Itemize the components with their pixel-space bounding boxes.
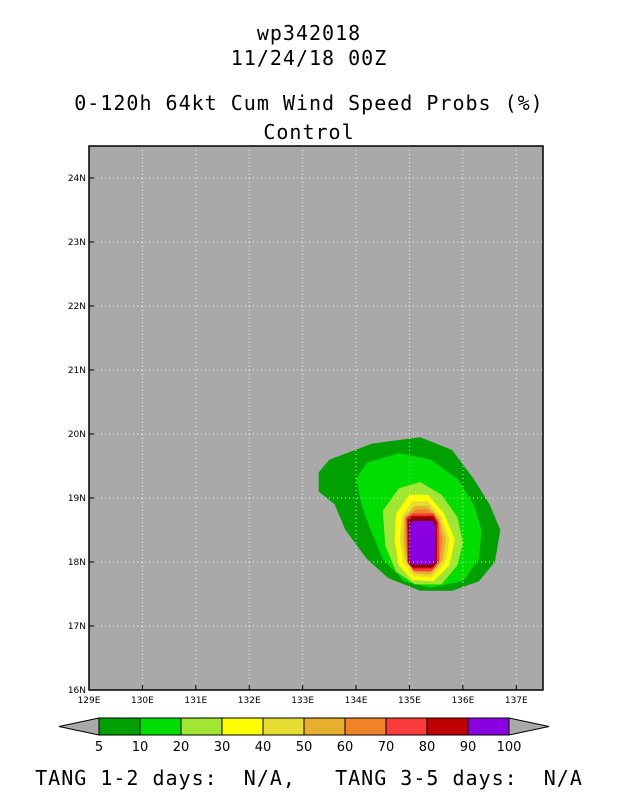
tang-3-5-value: N/A — [543, 766, 583, 790]
colorbar-label: 70 — [378, 740, 395, 755]
lon-tick-label: 131E — [184, 696, 207, 706]
map-background — [89, 146, 543, 690]
lon-tick-label: 132E — [238, 696, 261, 706]
lon-tick-label: 129E — [78, 696, 101, 706]
lat-tick-label: 19N — [68, 494, 86, 504]
colorbar-label: 5 — [95, 740, 103, 755]
lon-tick-label: 136E — [451, 696, 474, 706]
colorbar-label: 90 — [460, 740, 477, 755]
lon-tick-label: 133E — [291, 696, 314, 706]
tang-footer: TANG 1-2 days: N/A, TANG 3-5 days: N/A — [0, 766, 618, 790]
colorbar-swatch — [426, 717, 469, 736]
lat-tick-label: 17N — [68, 622, 86, 632]
colorbar-label: 60 — [337, 740, 354, 755]
lon-tick-label: 135E — [398, 696, 421, 706]
colorbar-swatch — [221, 717, 264, 736]
run-subtitle: Control — [263, 120, 355, 144]
tang-3-5-label: TANG 3-5 days: — [335, 766, 518, 790]
colorbar-label: 10 — [132, 740, 149, 755]
product-title: 0-120h 64kt Cum Wind Speed Probs (%) — [74, 91, 544, 115]
lat-tick-label: 16N — [68, 686, 86, 696]
lon-tick-label: 134E — [345, 696, 368, 706]
lon-tick-label: 130E — [131, 696, 154, 706]
lat-tick-label: 21N — [68, 366, 86, 376]
colorbar-swatch — [344, 717, 387, 736]
lat-tick-label: 24N — [68, 174, 86, 184]
colorbar-swatch — [262, 717, 305, 736]
colorbar-swatch — [98, 717, 141, 736]
colorbar-swatch — [180, 717, 223, 736]
colorbar-swatch — [139, 717, 182, 736]
colorbar-label: 30 — [214, 740, 231, 755]
colorbar-label: 80 — [419, 740, 436, 755]
storm-id: wp342018 — [256, 21, 362, 45]
colorbar-swatch — [385, 717, 428, 736]
colorbar-low-arrow — [58, 717, 100, 736]
colorbar-swatch — [303, 717, 346, 736]
colorbar-swatch — [467, 717, 510, 736]
colorbar-label: 100 — [497, 740, 522, 755]
tang-1-2-label: TANG 1-2 days: — [35, 766, 218, 790]
colorbar-high-arrow — [508, 717, 550, 736]
lat-tick-label: 23N — [68, 238, 86, 248]
colorbar-label: 20 — [173, 740, 190, 755]
colorbar-label: 40 — [255, 740, 272, 755]
prob-contour-100 — [409, 521, 436, 565]
probability-map: 129E 130E 131E 132E 133E 134E 135E 136E 137E 16N 1… — [58, 145, 550, 755]
colorbar-label: 50 — [296, 740, 313, 755]
forecast-datetime: 11/24/18 00Z — [230, 46, 388, 70]
tang-1-2-value: N/A, — [243, 766, 296, 790]
map-frame — [88, 145, 544, 691]
lon-tick-label: 137E — [505, 696, 528, 706]
lat-tick-label: 18N — [68, 558, 86, 568]
lat-tick-label: 22N — [68, 302, 86, 312]
lat-tick-label: 20N — [68, 430, 86, 440]
